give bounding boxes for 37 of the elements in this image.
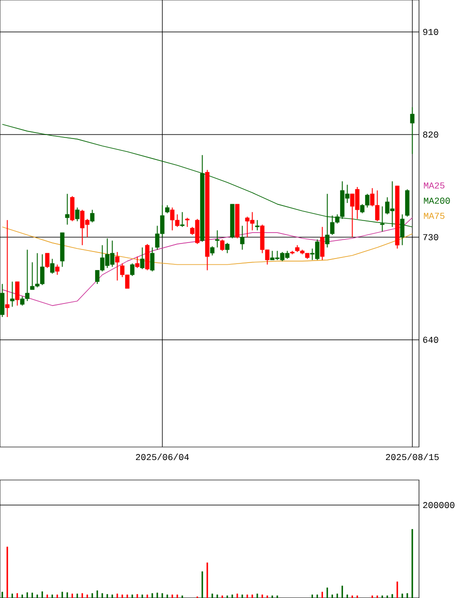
candlestick <box>185 217 190 228</box>
candlestick <box>70 196 74 222</box>
candlestick <box>45 252 50 268</box>
candlestick <box>55 264 60 276</box>
candlestick <box>5 220 10 318</box>
y-tick-label: 910 <box>423 28 438 35</box>
candlestick <box>215 230 220 248</box>
candlestick <box>240 225 244 250</box>
candlestick <box>75 207 80 222</box>
x-tick-label: 2025/08/15 <box>386 454 439 460</box>
y-tick-label: 640 <box>423 336 438 343</box>
x-tick-label: 2025/06/04 <box>136 454 189 460</box>
y-tick-label: 200000 <box>423 502 454 508</box>
candlestick <box>65 193 70 226</box>
candlestick <box>320 226 324 260</box>
candlestick <box>220 239 224 252</box>
candlestick <box>130 262 134 276</box>
candlestick <box>90 209 94 223</box>
candlestick <box>140 246 144 270</box>
text: MA25 <box>424 182 444 189</box>
candlestick <box>150 246 154 272</box>
candlestick <box>115 252 120 281</box>
y-tick-label: 820 <box>423 131 438 138</box>
candlestick <box>50 258 54 274</box>
candlestick <box>0 283 4 318</box>
y-tick-label: 730 <box>423 234 438 240</box>
candlestick <box>180 212 184 228</box>
text: MA200 <box>424 198 450 204</box>
candlestick <box>225 242 230 254</box>
candlestick <box>255 220 260 231</box>
candlestick <box>145 244 150 271</box>
candlestick <box>15 281 20 306</box>
candlestick <box>135 256 140 268</box>
text: MA75 <box>424 212 444 219</box>
candlestick <box>10 281 14 308</box>
candlestick <box>410 106 414 154</box>
candlestick <box>210 246 214 256</box>
